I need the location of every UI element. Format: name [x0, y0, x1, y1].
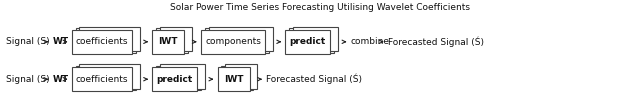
Bar	[225, 64, 257, 89]
Bar	[218, 67, 250, 91]
Bar	[205, 28, 269, 53]
Bar	[293, 27, 338, 51]
Text: IWT: IWT	[224, 75, 243, 84]
Text: coefficients: coefficients	[76, 37, 129, 46]
Bar	[209, 27, 273, 51]
Text: predict: predict	[290, 37, 326, 46]
Bar	[79, 27, 140, 51]
Text: components: components	[205, 37, 261, 46]
Text: Solar Power Time Series Forecasting Utilising Wavelet Coefficients: Solar Power Time Series Forecasting Util…	[170, 3, 470, 12]
Bar	[201, 30, 265, 54]
Bar	[221, 66, 253, 90]
Bar	[72, 30, 132, 54]
Text: predict: predict	[157, 75, 193, 84]
Bar	[160, 27, 192, 51]
Bar	[152, 30, 184, 54]
Text: Signal (S): Signal (S)	[6, 75, 50, 84]
Bar	[160, 64, 205, 89]
Text: Signal (S): Signal (S)	[6, 37, 50, 46]
Bar	[76, 28, 136, 53]
Bar	[285, 30, 330, 54]
Text: Forecasted Signal (Ś): Forecasted Signal (Ś)	[266, 74, 362, 84]
Bar	[156, 66, 201, 90]
Bar	[152, 67, 197, 91]
Bar	[72, 67, 132, 91]
Bar	[79, 64, 140, 89]
Text: WT: WT	[52, 37, 68, 46]
Text: combine: combine	[351, 37, 390, 46]
Text: Forecasted Signal (Ś): Forecasted Signal (Ś)	[388, 37, 484, 47]
Text: IWT: IWT	[159, 37, 178, 46]
Bar	[76, 66, 136, 90]
Bar	[156, 28, 188, 53]
Text: coefficients: coefficients	[76, 75, 129, 84]
Bar	[289, 28, 334, 53]
Text: WT: WT	[52, 75, 68, 84]
